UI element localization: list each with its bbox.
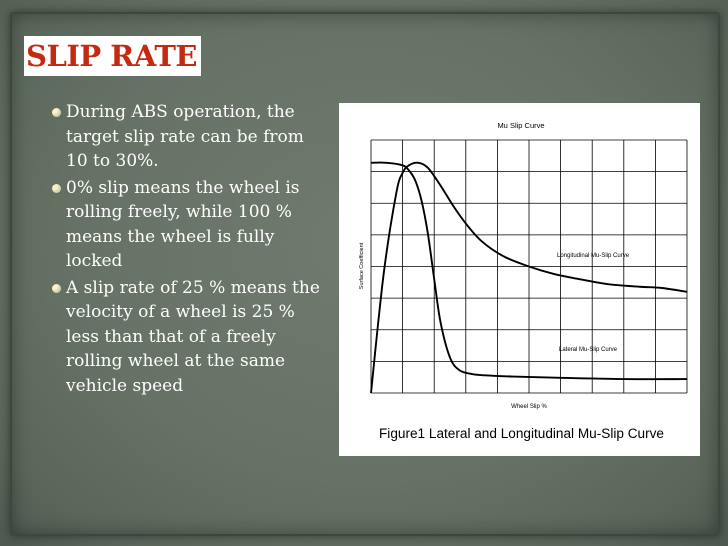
bullet-item: During ABS operation, the target slip ra… (24, 100, 324, 174)
bullet-dot-icon (52, 283, 61, 293)
slide-frame (10, 12, 720, 536)
series-line-longitudinal (370, 161, 688, 394)
figure-panel: Mu Slip Curve Surface Coefficient Wheel … (339, 103, 700, 456)
bullet-dot-icon (52, 183, 61, 193)
series-line-lateral (370, 161, 688, 381)
slide-title: SLIP RATE (24, 36, 202, 76)
chart-y-axis-label: Surface Coefficient (359, 242, 365, 289)
bullet-text: During ABS operation, the target slip ra… (66, 102, 304, 171)
bullet-item: A slip rate of 25 % means the velocity o… (24, 276, 324, 399)
bullet-dot-icon (52, 108, 61, 117)
bullet-text: A slip rate of 25 % means the velocity o… (66, 277, 320, 396)
bullet-text: 0% slip means the wheel is rolling freel… (66, 177, 300, 272)
chart-grid (370, 139, 688, 394)
bullet-list: During ABS operation, the target slip ra… (24, 100, 324, 400)
chart-series (370, 161, 688, 394)
chart-title: Mu Slip Curve (497, 121, 544, 130)
series-label-longitudinal: Longitudinal Mu-Slip Curve (557, 253, 630, 259)
mu-slip-chart: Mu Slip Curve Surface Coefficient Wheel … (359, 121, 688, 441)
bullet-item: 0% slip means the wheel is rolling freel… (24, 176, 324, 274)
chart-x-axis-label: Wheel Slip % (511, 404, 547, 410)
series-label-lateral: Lateral Mu-Slip Curve (559, 347, 618, 353)
figure-caption: Figure1 Lateral and Longitudinal Mu-Slip… (379, 426, 664, 441)
